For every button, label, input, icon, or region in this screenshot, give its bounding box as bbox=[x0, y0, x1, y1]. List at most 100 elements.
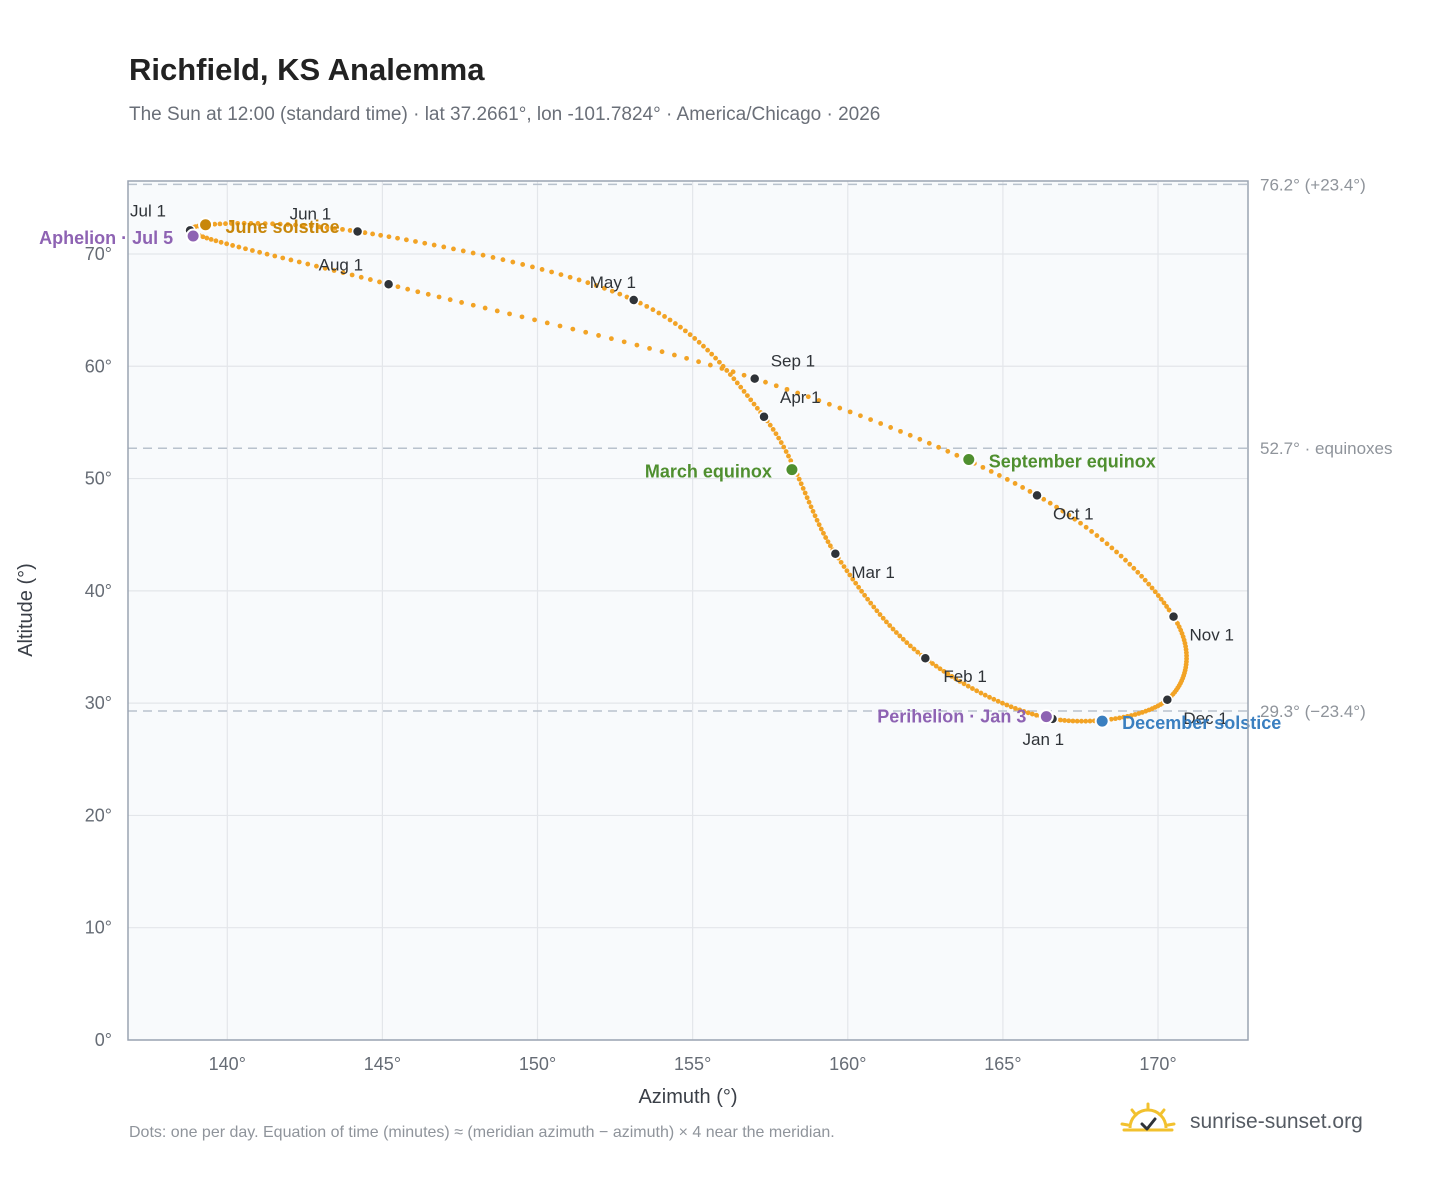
daily-sun-dot bbox=[1121, 714, 1126, 720]
daily-sun-dot bbox=[767, 422, 773, 428]
daily-sun-dot bbox=[978, 690, 984, 696]
daily-sun-dot bbox=[1058, 717, 1063, 723]
reference-lines: 76.2° (+23.4°) 52.7° · equinoxes 29.3° (−2… bbox=[128, 175, 1393, 721]
daily-sun-dot bbox=[911, 646, 917, 652]
daily-sun-dot bbox=[812, 513, 818, 519]
daily-sun-dot bbox=[230, 243, 236, 248]
daily-sun-dot bbox=[1070, 718, 1076, 724]
daily-sun-dot bbox=[893, 630, 899, 635]
daily-sun-dot bbox=[945, 671, 951, 677]
sun-logo-icon bbox=[1120, 1102, 1176, 1132]
daily-sun-dot bbox=[549, 269, 555, 275]
x-tick-label: 165° bbox=[984, 1054, 1021, 1074]
daily-sun-dot bbox=[1062, 718, 1068, 723]
daily-sun-dot bbox=[841, 564, 847, 569]
month-marker bbox=[627, 294, 640, 306]
daily-sun-dot bbox=[395, 284, 401, 290]
daily-sun-dot bbox=[724, 368, 730, 373]
daily-sun-dot bbox=[248, 220, 254, 226]
daily-sun-dot bbox=[941, 668, 947, 674]
daily-sun-dot bbox=[741, 372, 747, 378]
daily-sun-dot bbox=[236, 244, 242, 250]
month-marker bbox=[1167, 610, 1180, 623]
daily-sun-dot bbox=[264, 251, 270, 257]
daily-sun-dot bbox=[858, 413, 863, 419]
daily-sun-dot bbox=[816, 522, 822, 528]
daily-sun-dot bbox=[270, 221, 275, 227]
daily-sun-dot bbox=[874, 608, 880, 614]
daily-sun-dot bbox=[314, 263, 319, 269]
daily-sun-dot bbox=[878, 421, 884, 426]
daily-sun-dot bbox=[567, 274, 573, 280]
daily-sun-dot bbox=[431, 242, 437, 248]
daily-sun-dot bbox=[451, 246, 456, 252]
reference-line-label: 52.7° · equinoxes bbox=[1260, 439, 1393, 458]
daily-sun-dot bbox=[748, 397, 754, 403]
daily-sun-dot bbox=[349, 272, 355, 278]
x-tick-label: 145° bbox=[364, 1054, 401, 1074]
daily-sun-dot bbox=[671, 352, 677, 358]
daily-sun-dot bbox=[917, 436, 923, 442]
daily-sun-dot bbox=[949, 674, 955, 679]
daily-sun-dot bbox=[608, 336, 614, 342]
daily-sun-dot bbox=[634, 342, 640, 348]
daily-sun-dot bbox=[659, 349, 665, 355]
x-tick-label: 170° bbox=[1139, 1054, 1176, 1074]
month-label: Nov 1 bbox=[1190, 626, 1234, 645]
daily-sun-dot bbox=[1142, 577, 1148, 583]
daily-sun-dot bbox=[1146, 581, 1152, 587]
brand-text: sunrise-sunset.org bbox=[1190, 1110, 1363, 1133]
brand[interactable]: sunrise-sunset.org bbox=[1120, 1102, 1363, 1142]
daily-sun-dot bbox=[367, 277, 373, 282]
event-label: December solstice bbox=[1122, 713, 1281, 733]
daily-sun-dot bbox=[687, 332, 693, 338]
plot-area bbox=[128, 181, 1248, 1040]
month-marker bbox=[919, 652, 932, 664]
daily-sun-dot bbox=[1025, 710, 1031, 716]
daily-sun-dot bbox=[255, 221, 261, 226]
daily-sun-dot bbox=[1131, 565, 1137, 571]
y-tick-label: 50° bbox=[85, 469, 112, 489]
daily-sun-dot bbox=[1099, 537, 1105, 543]
daily-sun-dot bbox=[557, 323, 563, 329]
daily-sun-dot bbox=[272, 253, 278, 259]
daily-sun-dot bbox=[510, 259, 516, 265]
daily-sun-dot bbox=[1083, 524, 1089, 530]
daily-sun-dot bbox=[296, 259, 302, 265]
daily-sun-dot bbox=[340, 226, 345, 232]
daily-sun-dot bbox=[667, 317, 673, 323]
daily-sun-dot bbox=[362, 230, 368, 236]
daily-sun-dot bbox=[850, 576, 856, 582]
daily-sun-dot bbox=[308, 223, 314, 229]
daily-sun-dot bbox=[796, 476, 802, 482]
daily-sun-dot bbox=[316, 224, 322, 230]
daily-sun-dot bbox=[871, 604, 877, 610]
daily-sun-dot bbox=[305, 261, 311, 267]
daily-sun-dot bbox=[856, 584, 862, 590]
daily-sun-dot bbox=[844, 568, 850, 574]
daily-sun-dot bbox=[1000, 700, 1005, 706]
event-marker bbox=[1094, 713, 1110, 729]
daily-sun-dot bbox=[684, 355, 689, 361]
daily-sun-dot bbox=[593, 283, 599, 288]
daily-sun-dot bbox=[520, 262, 526, 267]
daily-sun-dot bbox=[1047, 500, 1053, 506]
daily-sun-dot bbox=[213, 238, 219, 244]
daily-sun-dot bbox=[954, 452, 960, 458]
y-tick-label: 30° bbox=[85, 693, 112, 713]
daily-sun-dot bbox=[490, 255, 496, 260]
daily-sun-dot bbox=[859, 588, 865, 594]
daily-sun-dot bbox=[1166, 607, 1172, 613]
daily-sun-dot bbox=[701, 343, 706, 349]
daily-sun-dot bbox=[285, 222, 291, 227]
daily-sun-dot bbox=[288, 257, 294, 263]
daily-sun-dot bbox=[322, 265, 328, 271]
daily-sun-dot bbox=[405, 286, 411, 292]
month-marker bbox=[1161, 694, 1174, 706]
daily-sun-dot bbox=[713, 355, 718, 361]
daily-sun-dot bbox=[996, 473, 1002, 478]
daily-sun-dot bbox=[887, 623, 893, 628]
daily-sun-dot bbox=[585, 280, 591, 286]
daily-sun-dot bbox=[825, 539, 831, 545]
daily-sun-dot bbox=[898, 428, 903, 434]
